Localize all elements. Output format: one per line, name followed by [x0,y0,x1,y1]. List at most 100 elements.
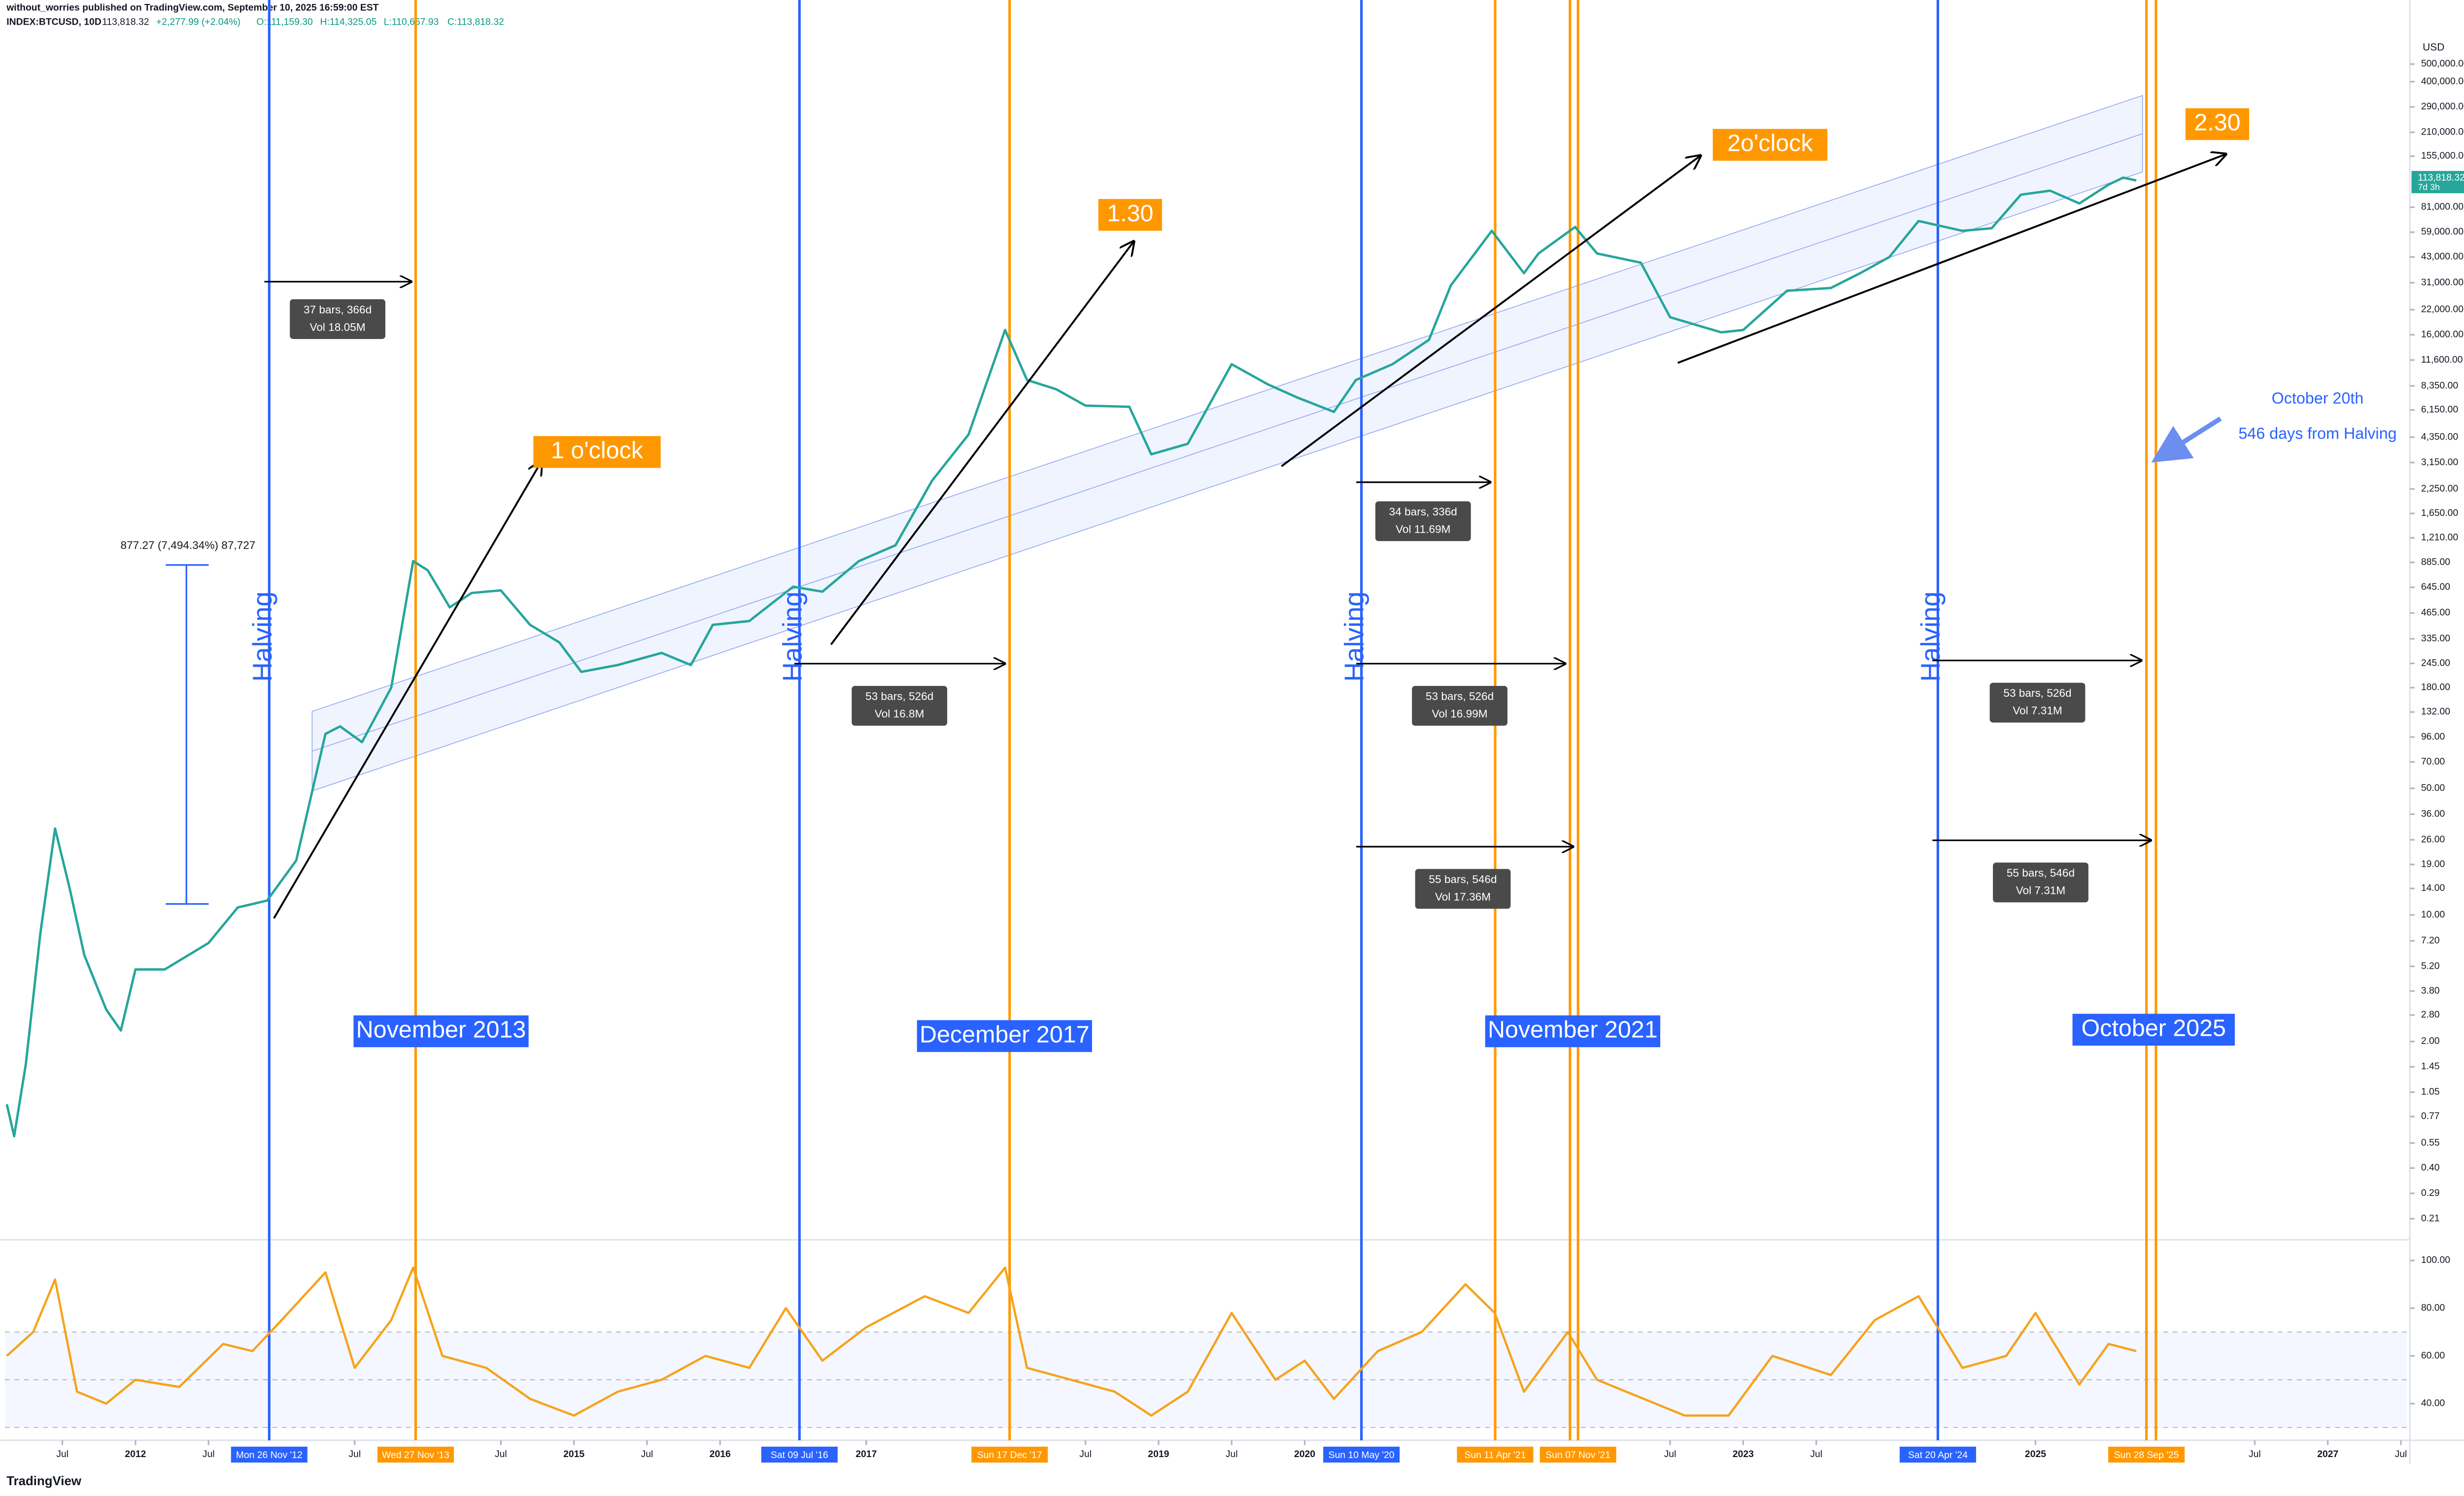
y-tick-label: 0.55 [2421,1137,2440,1148]
halving-label: Halving [777,591,808,681]
measure-box [1375,501,1471,542]
x-tick-label: Jul [56,1449,68,1460]
date-marker-label: Mon 26 Nov '12 [236,1450,303,1461]
y-tick-label: 80.00 [2421,1302,2445,1313]
clock-box [533,436,661,468]
date-marker-box [1899,1446,1976,1463]
measure-box [1412,686,1507,726]
x-tick-label: Jul [1810,1449,1822,1460]
cycle-top-box [1485,1015,1661,1048]
x-tick-label: 2023 [1733,1449,1754,1460]
halving-label: Halving [247,591,277,681]
y-tick-label: 26.00 [2421,834,2445,845]
x-tick-label: Jul [641,1449,653,1460]
date-marker-box [971,1446,1048,1463]
y-tick-label: 0.40 [2421,1162,2440,1173]
y-tick-label: 36.00 [2421,808,2445,819]
y-tick-label: 8,350.00 [2421,380,2459,391]
y-tick-label: 290,000.00 [2421,101,2464,112]
y-tick-label: 245.00 [2421,657,2450,668]
y-tick-label: 1,210.00 [2421,532,2459,543]
measure-box [1993,862,2088,903]
y-tick-label: 0.77 [2421,1111,2440,1122]
date-marker-label: Sat 20 Apr '24 [1908,1450,1968,1461]
trend-arrow [830,242,1133,646]
measure-bars: 55 bars, 546d [2007,867,2075,879]
cycle-top-label: October 2025 [2081,1015,2226,1041]
y-tick-label: 2,250.00 [2421,483,2459,494]
y-tick-label: 7.20 [2421,935,2440,946]
x-tick-label: Jul [203,1449,215,1460]
y-tick-label: 3,150.00 [2421,457,2459,468]
cycle-top-box [353,1015,529,1048]
y-tick-label: 6,150.00 [2421,404,2459,415]
measure-box [1989,682,2086,723]
measure-bars: 37 bars, 366d [304,304,372,316]
trend-arrow [1281,156,1700,467]
y-tick-label: 1.05 [2421,1087,2440,1097]
date-marker-box [1323,1446,1400,1463]
y-tick-label: 1.45 [2421,1061,2440,1072]
halving-label: Halving [1915,591,1946,681]
rsi-line [6,1266,2137,1417]
clock-label: 1 o'clock [551,437,644,464]
measure-box [1415,869,1511,909]
y-tick-label: 885.00 [2421,556,2450,567]
y-tick-label: 2.80 [2421,1009,2440,1020]
y-tick-label: 645.00 [2421,581,2450,592]
date-marker-label: Sun 07 Nov '21 [1545,1450,1610,1461]
close: C:113,818.32 [447,16,504,27]
y-tick-label: 465.00 [2421,607,2450,618]
note-line: October 20th [2272,389,2364,407]
y-tick-label: 210,000.00 [2421,127,2464,137]
clock-box [2185,108,2250,140]
date-marker-box [231,1446,308,1463]
y-tick-label: 132.00 [2421,706,2450,717]
measure-vol: Vol 7.31M [2013,705,2062,717]
y-tick-label: 43,000.00 [2421,251,2464,262]
date-marker-label: Wed 27 Nov '13 [382,1450,449,1461]
note-arrow [2151,416,2222,463]
x-tick-label: 2019 [1148,1449,1169,1460]
y-tick-label: 100.00 [2421,1255,2450,1265]
measure-bars: 55 bars, 546d [1429,873,1497,885]
date-marker-label: Sat 09 Jul '16 [771,1450,828,1461]
y-tick-label: 59,000.00 [2421,226,2464,237]
x-tick-label: Jul [348,1449,361,1460]
clock-label: 1.30 [1107,200,1153,227]
y-tick-label: 180.00 [2421,682,2450,693]
y-tick-label: 40.00 [2421,1398,2445,1409]
y-tick-label: 96.00 [2421,731,2445,742]
cycle-top-box [917,1020,1092,1052]
measure-bars: 53 bars, 526d [865,690,933,703]
x-tick-label: 2015 [563,1449,584,1460]
y-tick-label: 335.00 [2421,633,2450,644]
y-tick-label: 155,000.00 [2421,150,2464,161]
price-line [5,176,2137,1138]
y-tick-label: 10.00 [2421,909,2445,920]
low: L:110,657.93 [384,16,439,27]
y-tick-label: 14.00 [2421,883,2445,893]
clock-label: 2o'clock [1727,130,1813,157]
y-tick-label: 16,000.00 [2421,329,2464,340]
y-tick-label: 81,000.00 [2421,202,2464,212]
last-price-label: 113,818.32 [2418,172,2464,183]
cycle-top-label: November 2021 [1488,1017,1658,1043]
date-marker-label: Sun 10 May '20 [1329,1450,1395,1461]
date-marker-label: Sun 11 Apr '21 [1465,1450,1526,1461]
halving-label: Halving [1339,591,1369,681]
date-marker-box [377,1446,454,1463]
measure-bars: 53 bars, 526d [2003,687,2071,699]
high: H:114,325.05 [320,16,377,27]
x-tick-label: 2016 [710,1449,731,1460]
range-label: 877.27 (7,494.34%) 87,727 [121,539,256,551]
measure-vol: Vol 16.8M [875,708,924,720]
note-line: 546 days from Halving [2238,424,2396,442]
measure-vol: Vol 11.69M [1396,523,1450,535]
countdown: 7d 3h [2418,182,2439,192]
channel [311,95,2143,792]
y-tick-label: 19.00 [2421,858,2445,869]
x-tick-label: 2025 [2025,1449,2046,1460]
measure-vol: Vol 7.31M [2016,884,2065,897]
byline: without_worries published on TradingView… [6,2,378,13]
